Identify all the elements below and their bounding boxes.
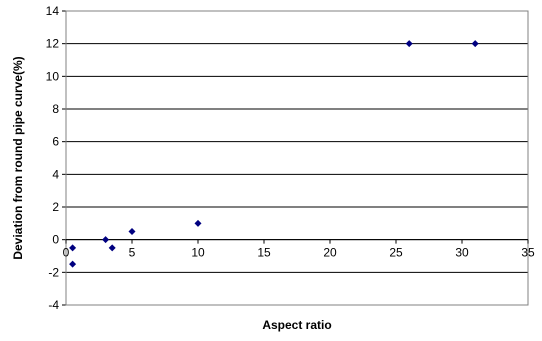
- x-tick-labels: 0 5 10 15 20 25 30 35: [63, 239, 535, 260]
- data-point: [102, 236, 110, 244]
- x-tick-label: 0: [63, 246, 70, 260]
- data-point: [405, 40, 413, 48]
- x-tick-label: 15: [257, 246, 271, 260]
- gridlines: [62, 10, 528, 306]
- x-tick-label: 35: [521, 246, 535, 260]
- data-point: [69, 260, 77, 268]
- y-tick-label: 6: [52, 135, 59, 149]
- data-point: [194, 219, 202, 227]
- data-point: [128, 228, 136, 235]
- y-tick-label: 14: [46, 4, 60, 18]
- x-tick-label: 10: [191, 246, 205, 260]
- y-tick-label: 2: [52, 200, 59, 214]
- x-tick-label: 25: [389, 246, 403, 260]
- y-tick-label: 0: [52, 233, 59, 247]
- x-axis-title: Aspect ratio: [262, 318, 331, 332]
- y-tick-label: 12: [46, 37, 60, 51]
- y-tick-label: 4: [52, 167, 59, 181]
- data-point: [471, 40, 479, 48]
- y-tick-label: -4: [48, 298, 59, 312]
- data-point: [69, 244, 77, 252]
- y-axis-title: Deviation from round pipe curve(%): [11, 56, 25, 259]
- y-tick-label: -2: [48, 265, 59, 279]
- y-tick-labels: -4 -2 0 2 4 6 8 10 12 14: [46, 4, 60, 312]
- y-tick-label: 10: [46, 69, 60, 83]
- y-tick-label: 8: [52, 102, 59, 116]
- x-tick-label: 5: [129, 246, 136, 260]
- plot-area-frame: [65, 10, 529, 306]
- x-tick-label: 20: [323, 246, 337, 260]
- data-point: [108, 244, 116, 252]
- data-points: [69, 40, 479, 268]
- x-tick-label: 30: [455, 246, 469, 260]
